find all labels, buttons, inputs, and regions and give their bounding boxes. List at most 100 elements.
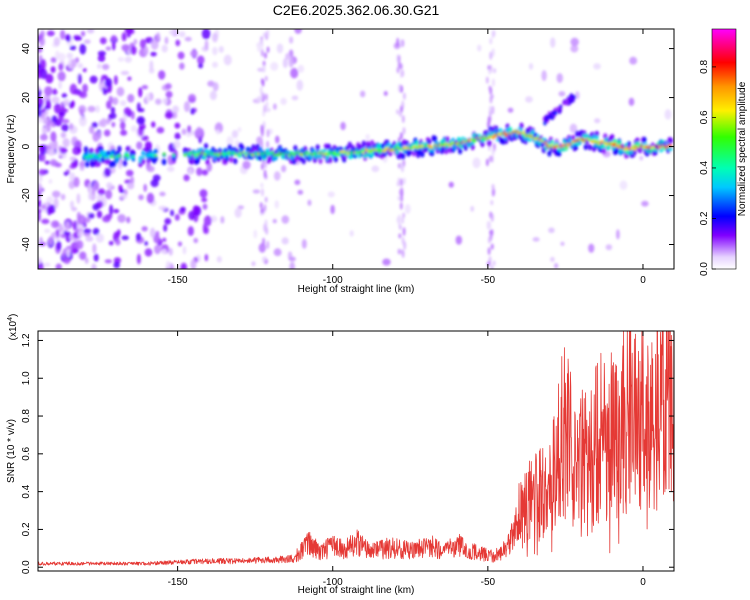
heatmap-cell [259, 202, 263, 209]
heatmap-cell [66, 35, 71, 43]
heatmap-cell [397, 54, 401, 63]
heatmap-cell [50, 220, 60, 229]
heatmap-cell [487, 247, 491, 255]
heatmap-cell [187, 93, 197, 103]
heatmap-cell [108, 95, 113, 104]
heatmap-cell [401, 115, 405, 124]
heatmap-cell [237, 127, 242, 133]
heatmap-cell [45, 100, 52, 109]
heatmap-cell [119, 121, 126, 130]
heatmap-cell [301, 157, 306, 165]
heatmap-cell [150, 121, 156, 128]
heatmap-cell [641, 200, 649, 207]
heatmap-cell [268, 128, 273, 135]
heatmap-cell [398, 189, 402, 196]
heatmap-cell [50, 66, 56, 73]
heatmap-cell [225, 154, 229, 160]
heatmap-cell [119, 100, 127, 107]
heatmap-cell [212, 82, 219, 92]
heatmap-cell [564, 145, 568, 150]
heatmap-cell [79, 166, 85, 171]
x-tick-label: 0 [640, 577, 646, 588]
heatmap-cell [550, 256, 555, 263]
heatmap-cell [95, 233, 105, 243]
heatmap-cell [84, 257, 89, 264]
heatmap-cell [594, 130, 600, 138]
heatmap-cell [202, 155, 207, 160]
heatmap-cell [168, 29, 176, 35]
heatmap-cell [340, 121, 346, 131]
heatmap-cell [632, 147, 637, 151]
heatmap-cell [131, 155, 135, 159]
colorbar-tick-label: 0.2 [699, 211, 710, 225]
heatmap-cell [182, 246, 187, 255]
heatmap-cell [234, 207, 242, 218]
heatmap-cell [113, 75, 118, 85]
heatmap-cell [76, 240, 84, 250]
heatmap-cell [38, 85, 41, 92]
heatmap-cell [472, 157, 481, 169]
heatmap-cell [266, 140, 270, 149]
heatmap-cell [168, 247, 173, 256]
heatmap-cell [490, 199, 494, 206]
heatmap-cell [60, 193, 66, 201]
heatmap-cell [76, 193, 81, 205]
heatmap-cell [488, 85, 492, 92]
heatmap-cell [266, 240, 270, 250]
heatmap-cell [407, 149, 413, 156]
heatmap-cell [548, 227, 555, 234]
heatmap-cell [192, 205, 200, 215]
heatmap-cell [382, 258, 391, 266]
heatmap-cell [63, 171, 69, 176]
heatmap-cell [488, 221, 492, 230]
heatmap-cell [519, 122, 524, 129]
heatmap-cell [402, 212, 406, 219]
heatmap-cell [256, 96, 262, 103]
heatmap-cell [285, 53, 291, 60]
heatmap-cell [188, 167, 193, 175]
heatmap-cell [71, 160, 78, 169]
heatmap-cell [360, 90, 366, 98]
heatmap-cell [575, 91, 580, 100]
heatmap-cell [63, 257, 71, 264]
heatmap-cell [91, 263, 97, 269]
heatmap-cell [398, 224, 402, 231]
heatmap-cell [183, 101, 191, 113]
heatmap-cell [120, 129, 128, 136]
heatmap-cell [272, 218, 277, 224]
heatmap-cell [288, 57, 294, 68]
heatmap-cell [595, 135, 599, 141]
heatmap-cell [62, 98, 71, 107]
heatmap-cell [402, 92, 406, 100]
heatmap-cell [76, 147, 82, 154]
heatmap-cell [126, 216, 131, 224]
y-tick-label: 0.4 [21, 484, 32, 498]
heatmap-cell [553, 110, 558, 116]
heatmap-cell [240, 144, 245, 152]
heatmap-cell [140, 158, 146, 165]
heatmap-cell [399, 202, 403, 210]
heatmap-cell [297, 189, 304, 195]
y-tick-label: 0 [21, 143, 32, 149]
heatmap-cell [155, 98, 162, 105]
heatmap-cell [39, 144, 44, 153]
heatmap-cell [111, 160, 117, 167]
heatmap-cell [547, 150, 552, 157]
heatmap-cell [209, 90, 217, 101]
heatmap-cell [212, 61, 219, 68]
heatmap-cell [141, 150, 146, 156]
heatmap-cell [144, 248, 153, 257]
heatmap-cell [337, 153, 341, 157]
x-tick-label: -150 [168, 275, 188, 286]
heatmap-cell [485, 158, 489, 167]
heatmap-cell [97, 54, 106, 62]
y-tick-label: -40 [21, 237, 32, 252]
heatmap-cell [38, 33, 44, 40]
colorbar-tick-label: 0.8 [699, 60, 710, 74]
heatmap-cell [71, 248, 79, 254]
heatmap-cell [161, 249, 167, 255]
heatmap-cell [260, 182, 264, 188]
heatmap-cell [117, 154, 122, 158]
snr-x-axis-label: Height of straight line (km) [298, 585, 415, 596]
heatmap-cell [550, 140, 555, 145]
